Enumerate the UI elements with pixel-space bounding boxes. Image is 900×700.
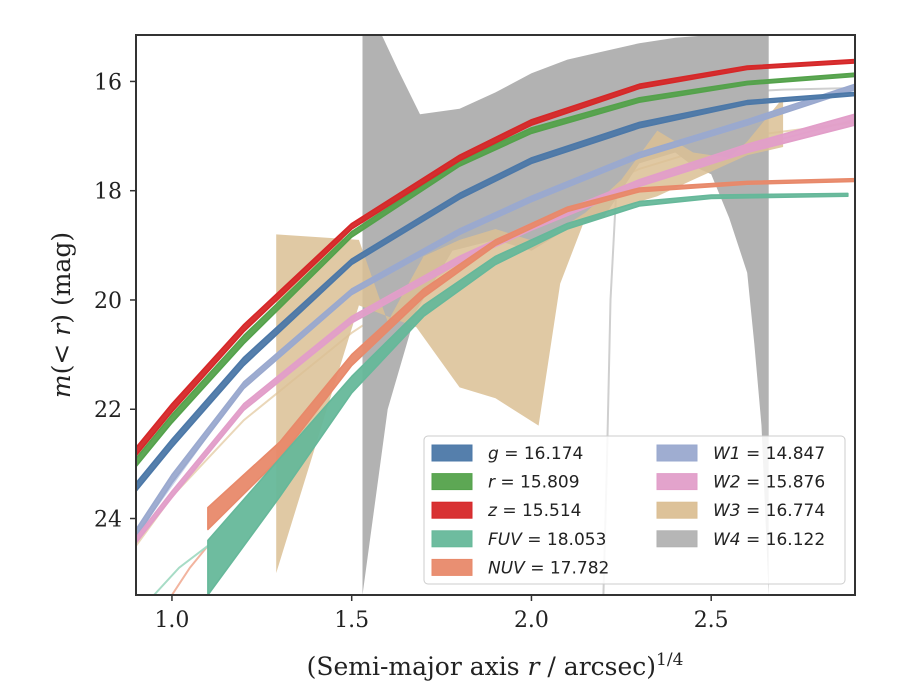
plot-frame xyxy=(135,34,856,596)
series-band-g xyxy=(136,91,855,493)
series-band-w2 xyxy=(136,113,855,544)
x-tick-label: 2.5 xyxy=(694,608,729,633)
legend-label-nuv: NUV = 17.782 xyxy=(488,558,609,578)
legend-swatch-w2 xyxy=(656,473,698,491)
legend-swatch-z xyxy=(431,501,473,519)
legend-swatch-w4 xyxy=(656,530,698,548)
legend-swatch-fuv xyxy=(431,530,473,548)
extra-line-6 xyxy=(153,545,209,595)
legend-swatch-g xyxy=(431,444,473,462)
x-tick-label: 1.5 xyxy=(334,608,369,633)
legend-swatch-nuv xyxy=(431,558,473,576)
y-tick-label: 24 xyxy=(94,508,122,533)
y-axis-title: m(< r) (mag) xyxy=(47,232,76,398)
y-tick-label: 22 xyxy=(94,398,122,423)
series-band-w3 xyxy=(276,97,784,574)
legend-swatch-r xyxy=(431,473,473,491)
legend-label-r: r = 15.809 xyxy=(488,473,580,493)
x-axis-title: (Semi-major axis r / arcsec)1/4 xyxy=(307,650,684,681)
legend-label-w3: W3 = 16.774 xyxy=(713,501,825,521)
y-tick-label: 16 xyxy=(94,70,122,95)
legend-label-w2: W2 = 15.876 xyxy=(713,473,825,493)
series-band-r xyxy=(136,72,855,468)
series-band-w1 xyxy=(136,83,855,539)
x-tick-label: 2.0 xyxy=(514,608,549,633)
legend-swatch-w1 xyxy=(656,444,698,462)
x-tick-label: 1.0 xyxy=(154,608,189,633)
series-band-w4 xyxy=(362,35,769,595)
y-tick-label: 20 xyxy=(94,289,122,314)
legend-label-w1: W1 = 14.847 xyxy=(713,444,825,464)
legend-label-z: z = 15.514 xyxy=(487,501,581,521)
legend-frame xyxy=(423,435,846,585)
legend-label-w4: W4 = 16.122 xyxy=(713,530,825,550)
series-band-fuv xyxy=(207,192,849,595)
legend-swatch-w3 xyxy=(656,501,698,519)
legend: g = 16.174 r = 15.809 z = 15.514 FUV = 18.0… xyxy=(423,435,846,585)
series-band-z xyxy=(136,58,855,457)
extra-line-5 xyxy=(171,545,209,595)
series-band-nuv xyxy=(207,177,855,531)
legend-label-fuv: FUV = 18.053 xyxy=(488,530,606,550)
y-tick-label: 18 xyxy=(94,180,122,205)
legend-label-g: g = 16.174 xyxy=(488,444,583,464)
